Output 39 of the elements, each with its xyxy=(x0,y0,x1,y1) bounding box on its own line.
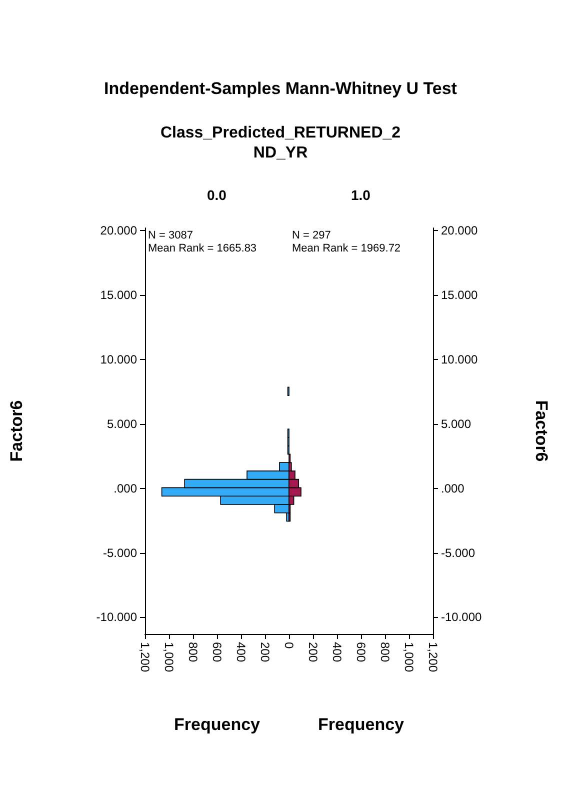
y-tick-label: 15.000 xyxy=(441,288,478,302)
annotation: Mean Rank = 1665.83 xyxy=(148,242,257,254)
x-tick-label: 400 xyxy=(330,642,344,662)
y-tick-label: 15.000 xyxy=(100,288,138,302)
y-tick-label: -10.000 xyxy=(96,610,138,624)
y-tick-label: 5.000 xyxy=(441,416,472,431)
annotation: N = 3087 xyxy=(148,230,193,242)
annotation: N = 297 xyxy=(292,230,331,242)
y-tick-label: 10.000 xyxy=(441,352,478,366)
y-tick-label: 10.000 xyxy=(100,352,138,366)
x-tick-label: 1,200 xyxy=(426,642,440,672)
y-axis-title: Factor6 xyxy=(7,400,26,462)
x-tick-label: 800 xyxy=(378,642,392,662)
x-tick-label: 200 xyxy=(258,642,272,662)
x-tick-label: 600 xyxy=(354,642,368,662)
y-axis-title: Factor6 xyxy=(532,400,551,462)
x-tick-label: 0 xyxy=(282,642,296,649)
y-tick-label: -10.000 xyxy=(441,610,482,624)
y-tick-label: 20.000 xyxy=(441,224,478,238)
chart-title: Independent-Samples Mann-Whitney U Test xyxy=(104,79,458,98)
y-tick-label: 5.000 xyxy=(106,416,138,431)
x-tick-label: 400 xyxy=(234,642,248,662)
y-tick-label: -5.000 xyxy=(102,546,138,560)
chart-subtitle: Class_Predicted_RETURNED_2ND_YR xyxy=(160,124,401,162)
y-tick-label: .000 xyxy=(441,481,465,496)
x-tick-label: 800 xyxy=(186,642,200,662)
x-tick-label: 1,000 xyxy=(402,642,416,672)
x-tick-label: 1,000 xyxy=(162,642,176,672)
x-tick-label: 200 xyxy=(306,642,320,662)
y-tick-label: .000 xyxy=(114,481,138,496)
text: 0.0 xyxy=(207,187,227,203)
annotation: Mean Rank = 1969.72 xyxy=(292,242,401,254)
x-tick-label: 600 xyxy=(210,642,224,662)
y-tick-label: 20.000 xyxy=(100,224,138,238)
x-axis-title: Frequency xyxy=(174,715,261,734)
x-axis-title: Frequency xyxy=(318,715,405,734)
y-tick-label: -5.000 xyxy=(441,546,476,560)
x-tick-label: 1,200 xyxy=(138,642,152,672)
text: 1.0 xyxy=(351,187,371,203)
